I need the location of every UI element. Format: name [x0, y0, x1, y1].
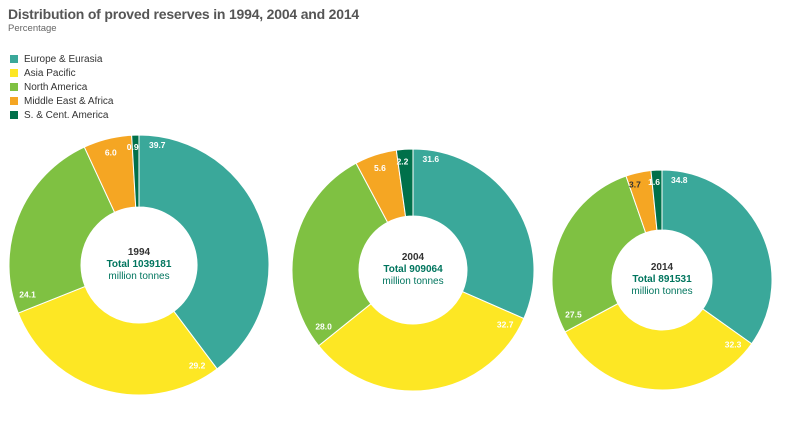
legend-item-asia-pacific: Asia Pacific	[10, 66, 113, 80]
legend-item-europe-eurasia: Europe & Eurasia	[10, 52, 113, 66]
slice-north-america-1994	[8, 146, 116, 314]
legend: Europe & Eurasia Asia Pacific North Amer…	[10, 52, 113, 122]
slice-asia-pacific-2004	[317, 291, 525, 392]
legend-swatch	[10, 83, 18, 91]
slice-asia-pacific-1994	[17, 285, 218, 396]
slice-europe-eurasia-2014	[661, 169, 773, 345]
legend-item-s-cent-america: S. & Cent. America	[10, 108, 113, 122]
slice-label-middle-east-africa-2004: 5.6	[374, 163, 386, 173]
legend-swatch	[10, 111, 18, 119]
slice-label-europe-eurasia-1994: 39.7	[149, 140, 166, 150]
legend-label: Asia Pacific	[24, 67, 76, 79]
slice-label-asia-pacific-2014: 32.3	[725, 340, 742, 350]
center-unit-2004: million tonnes	[382, 276, 443, 287]
chart-title: Distribution of proved reserves in 1994,…	[8, 6, 360, 22]
slice-asia-pacific-2014	[564, 302, 753, 391]
center-year-1994: 1994	[128, 247, 151, 258]
slice-label-north-america-1994: 24.1	[19, 289, 36, 299]
slice-europe-eurasia-1994	[138, 134, 270, 370]
legend-item-middle-east-africa: Middle East & Africa	[10, 94, 113, 108]
center-total-1994: Total 1039181	[107, 259, 172, 270]
slice-north-america-2004	[291, 162, 389, 347]
slice-label-north-america-2014: 27.5	[565, 309, 582, 319]
center-total-2014: Total 891531	[632, 274, 692, 285]
legend-label: Europe & Eurasia	[24, 53, 103, 65]
center-year-2014: 2014	[651, 262, 674, 273]
slice-europe-eurasia-2004	[412, 148, 535, 320]
center-unit-1994: million tonnes	[108, 271, 169, 282]
slice-s-cent-america-1994	[131, 134, 140, 208]
slice-label-europe-eurasia-2004: 31.6	[423, 154, 440, 164]
slice-north-america-2014	[551, 175, 647, 333]
slice-label-s-cent-america-1994: 0.9	[127, 142, 139, 152]
center-unit-2014: million tonnes	[631, 286, 692, 297]
legend-label: North America	[24, 81, 88, 93]
slice-s-cent-america-2014	[650, 169, 663, 231]
slice-label-s-cent-america-2004: 2.2	[397, 156, 409, 166]
slice-label-middle-east-africa-1994: 6.0	[105, 147, 117, 157]
legend-swatch	[10, 69, 18, 77]
legend-label: Middle East & Africa	[24, 95, 114, 107]
slice-label-asia-pacific-2004: 32.7	[497, 319, 514, 329]
slice-label-middle-east-africa-2014: 3.7	[629, 179, 641, 189]
center-total-2004: Total 909064	[383, 264, 443, 275]
legend-item-north-america: North America	[10, 80, 113, 94]
legend-swatch	[10, 97, 18, 105]
center-year-2004: 2004	[402, 252, 425, 263]
legend-label: S. & Cent. America	[24, 109, 109, 121]
slice-label-asia-pacific-1994: 29.2	[189, 360, 206, 370]
slice-label-europe-eurasia-2014: 34.8	[671, 175, 688, 185]
slice-label-s-cent-america-2014: 1.6	[648, 177, 660, 187]
slice-s-cent-america-2004	[395, 148, 414, 218]
legend-swatch	[10, 55, 18, 63]
chart-subtitle: Percentage	[8, 23, 57, 34]
slice-label-north-america-2004: 28.0	[315, 321, 332, 331]
